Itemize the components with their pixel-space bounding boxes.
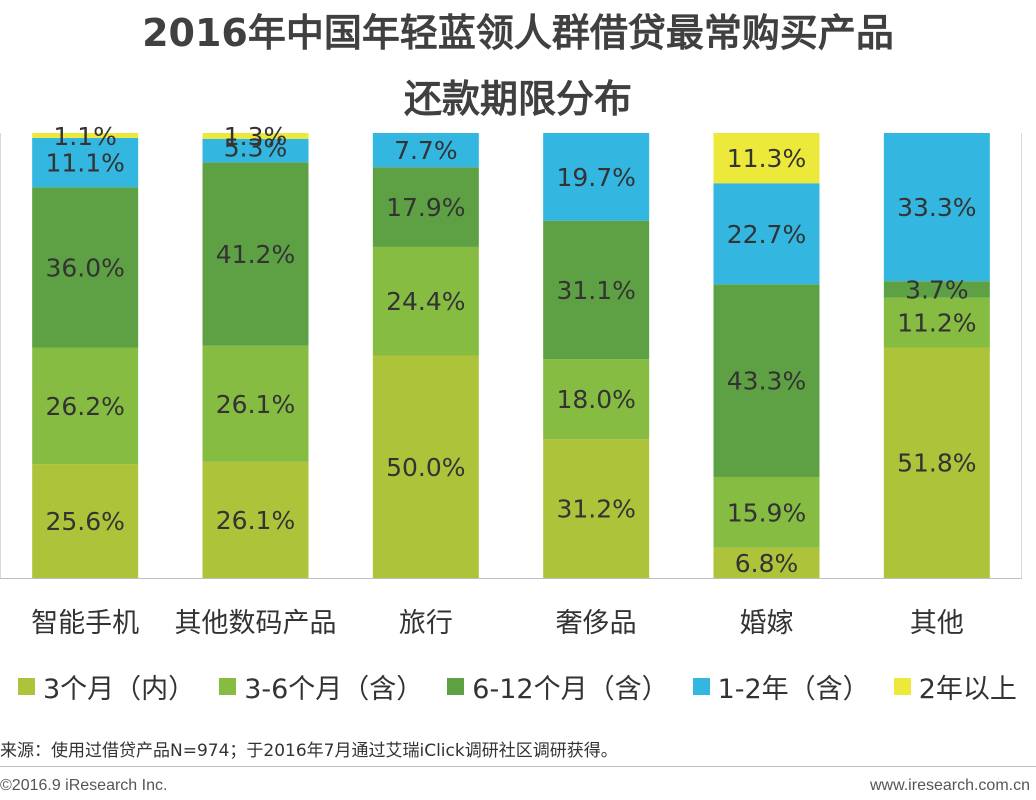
legend-label: 2年以上: [918, 673, 1017, 705]
bar-segment: [202, 138, 309, 163]
bar-segment: [543, 439, 650, 578]
legend-item: 6-12个月（含）: [447, 667, 669, 706]
category-label: 其他数码产品: [175, 608, 337, 639]
data-label: 26.2%: [45, 392, 124, 421]
data-label: 33.3%: [897, 193, 976, 222]
data-label: 1.3%: [224, 122, 288, 151]
data-label: 22.7%: [727, 220, 806, 249]
data-label: 51.8%: [897, 449, 976, 478]
category-label: 奢侈品: [556, 608, 637, 639]
data-label: 26.1%: [216, 390, 295, 419]
category-label: 其他: [910, 608, 964, 639]
copyright-text: ©2016.9 iResearch Inc.: [0, 777, 168, 794]
data-label: 18.0%: [556, 385, 635, 414]
bar-segment: [202, 162, 309, 346]
bar-segment: [32, 464, 139, 578]
bar-segment: [883, 297, 990, 348]
data-label: 11.2%: [897, 309, 976, 338]
bar-segment: [202, 345, 309, 462]
bar-segment: [543, 220, 650, 360]
chart-title-line-1: 2016年中国年轻蓝领人群借贷最常购买产品: [142, 11, 894, 55]
bar-segment: [372, 246, 479, 356]
data-label: 11.1%: [45, 149, 124, 178]
legend-item: 2年以上: [893, 667, 1017, 706]
data-label: 11.3%: [727, 144, 806, 173]
data-label: 24.4%: [386, 287, 465, 316]
legend-label: 1-2年（含）: [717, 673, 870, 705]
bar-segment: [883, 281, 990, 298]
bar-segment: [713, 284, 820, 477]
chart-legend: 3个月（内） 3-6个月（含） 6-12个月（含） 1-2年（含） 2年以上: [18, 666, 1036, 706]
bar-segment: [883, 133, 990, 282]
legend-label: 6-12个月（含）: [472, 673, 669, 705]
bar-segment: [713, 476, 820, 548]
category-label: 旅行: [399, 608, 453, 639]
category-label: 智能手机: [31, 608, 139, 639]
bar-segment: [32, 137, 139, 188]
data-label: 7.7%: [394, 136, 458, 165]
legend-item: 3个月（内）: [18, 667, 195, 706]
legend-item: 3-6个月（含）: [219, 667, 423, 706]
data-label: 26.1%: [216, 506, 295, 535]
bar-segment: [32, 187, 139, 348]
data-label: 6.8%: [735, 549, 799, 578]
footer-divider: [0, 766, 1036, 767]
data-label: 36.0%: [45, 253, 124, 282]
source-note: 来源：使用过借贷产品N=974；于2016年7月通过艾瑞iClick调研社区调研…: [0, 741, 618, 761]
data-label: 41.2%: [216, 240, 295, 269]
chart-title-line-2: 还款期限分布: [403, 77, 632, 121]
data-label: 50.0%: [386, 453, 465, 482]
website-url: www.iresearch.com.cn: [869, 777, 1030, 794]
legend-swatch: [447, 677, 465, 695]
data-label: 3.7%: [905, 275, 969, 304]
bar-segment: [372, 355, 479, 578]
bar-segment: [202, 133, 309, 139]
legend-swatch: [692, 677, 710, 695]
legend-label: 3-6个月（含）: [244, 673, 424, 705]
data-label: 1.1%: [53, 122, 117, 151]
data-label: 15.9%: [727, 498, 806, 527]
bar-segment: [713, 183, 820, 285]
bar-segment: [713, 133, 820, 184]
data-label: 31.2%: [556, 495, 635, 524]
bar-segment: [713, 547, 820, 578]
legend-swatch: [219, 677, 237, 695]
data-label: 43.3%: [727, 367, 806, 396]
bar-segment: [543, 359, 650, 440]
bar-segment: [883, 347, 990, 578]
bar-segment: [32, 133, 139, 138]
bar-segment: [32, 347, 139, 465]
data-label: 5.3%: [224, 134, 288, 163]
data-label: 19.7%: [556, 163, 635, 192]
bar-segment: [202, 461, 309, 578]
data-label: 31.1%: [556, 276, 635, 305]
bar-segment: [543, 133, 650, 221]
bar-segment: [372, 133, 479, 168]
stacked-bar-chart: 25.6% 26.2% 36.0% 11.1%1.1% 智能手机 26.1% 26.1% 41…: [0, 122, 1022, 639]
legend-swatch: [893, 677, 911, 695]
legend-label: 3个月（内）: [43, 673, 196, 705]
data-label: 25.6%: [45, 507, 124, 536]
legend-item: 1-2年（含）: [692, 667, 870, 706]
legend-swatch: [18, 677, 35, 695]
category-label: 婚嫁: [740, 608, 794, 639]
bar-segment: [372, 167, 479, 247]
data-label: 17.9%: [386, 193, 465, 222]
